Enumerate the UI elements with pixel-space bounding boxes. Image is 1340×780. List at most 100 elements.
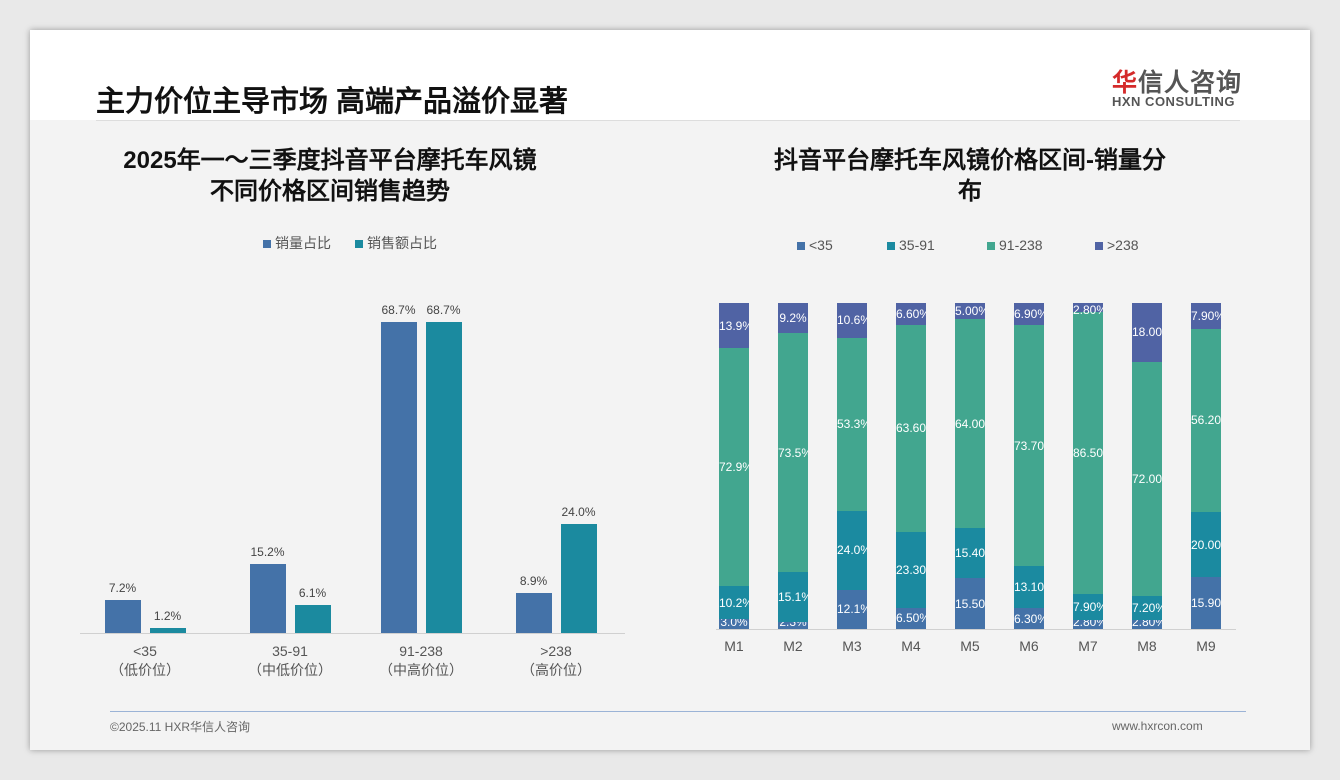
x-tick-label: M3 — [842, 638, 862, 654]
legend-label: 销量占比 — [275, 235, 331, 251]
header-divider — [96, 120, 1240, 121]
segment-M2-<35 — [778, 621, 808, 629]
page-title: 主力价位主导市场 高端产品溢价显著 — [96, 86, 569, 118]
data-label: 15.2% — [250, 545, 285, 560]
segment-M4-<35 — [896, 607, 926, 629]
segment-M6-35-91 — [1014, 565, 1044, 609]
slide: 主力价位主导市场 高端产品溢价显著 华信人咨询 HXN CONSULTING 2… — [30, 30, 1310, 750]
segment-M7->238 — [1073, 303, 1103, 313]
legend-label: <35 — [809, 237, 833, 253]
segment-label: 73.5% — [778, 445, 808, 460]
segment-M5-35-91 — [955, 528, 985, 579]
legend-item: 销售额占比 — [355, 233, 437, 253]
logo-text: 信人咨询 — [1138, 69, 1243, 97]
legend-swatch — [887, 242, 895, 251]
segment-label: 9.2% — [779, 310, 807, 325]
x-tick-label: 91-238 （中高价位） — [361, 642, 481, 680]
segment-label: 13.10% — [1014, 580, 1044, 595]
segment-label: 6.60% — [896, 306, 926, 321]
legend-swatch — [1095, 242, 1103, 251]
right-chart-title-line2: 布 — [958, 178, 982, 205]
segment-M4->238 — [896, 303, 926, 325]
logo-subtitle: HXN CONSULTING — [1112, 94, 1236, 109]
footer-divider — [110, 711, 1246, 712]
segment-M7-35-91 — [1073, 594, 1103, 620]
x-tick-label: <35 （低价位） — [85, 642, 205, 680]
legend-item: 35-91 — [887, 237, 935, 253]
category-name: 35-91 — [272, 643, 308, 659]
segment-M6->238 — [1014, 303, 1044, 326]
data-label: 1.2% — [153, 608, 182, 623]
bar-sales-<35 — [149, 627, 186, 633]
x-tick-label: M6 — [1019, 638, 1039, 654]
legend-swatch — [797, 242, 805, 251]
right-chart-title-line1: 抖音平台摩托车风镜价格区间-销量分 — [774, 147, 1166, 174]
segment-M8-<35 — [1132, 619, 1162, 629]
segment-label: 15.40% — [955, 546, 985, 561]
segment-label: 72.9% — [719, 460, 749, 475]
segment-label: 15.90% — [1191, 596, 1221, 611]
legend-label: >238 — [1107, 237, 1139, 253]
segment-M5->238 — [955, 303, 985, 320]
category-sub: （高价位） — [521, 662, 591, 678]
segment-M8-35-91 — [1132, 596, 1162, 620]
legend-swatch — [355, 240, 363, 249]
segment-label: 64.00% — [955, 416, 985, 431]
segment-M9->238 — [1191, 303, 1221, 329]
left-chart-title: 2025年一～三季度抖音平台摩托车风镜 不同价格区间销售趋势 — [90, 145, 570, 207]
x-tick-label: M9 — [1196, 638, 1216, 654]
bar-sales-91-238 — [425, 322, 462, 633]
legend-label: 销售额占比 — [367, 235, 437, 251]
segment-label: 15.50% — [955, 596, 985, 611]
category-name: >238 — [540, 643, 572, 659]
segment-M3->238 — [837, 303, 867, 338]
legend-item: <35 — [797, 237, 833, 253]
logo: 华信人咨询 — [1112, 63, 1242, 99]
segment-M2-91-238 — [778, 332, 808, 573]
segment-label: 10.2% — [719, 595, 749, 610]
left-chart-title-line1: 2025年一～三季度抖音平台摩托车风镜 — [123, 147, 537, 174]
segment-label: 72.00% — [1132, 472, 1162, 487]
segment-M5-91-238 — [955, 319, 985, 529]
legend-item: 91-238 — [987, 237, 1043, 253]
header-band — [30, 30, 1310, 120]
x-tick-label: M8 — [1137, 638, 1157, 654]
data-label: 8.9% — [519, 573, 548, 588]
segment-label: 6.90% — [1014, 307, 1044, 322]
data-label: 24.0% — [561, 505, 596, 520]
legend-label: 35-91 — [899, 237, 935, 253]
segment-M1->238 — [719, 303, 749, 349]
segment-M3-<35 — [837, 589, 867, 629]
x-axis-line — [80, 633, 625, 634]
segment-M7-91-238 — [1073, 312, 1103, 595]
segment-M2->238 — [778, 303, 808, 333]
segment-M2-35-91 — [778, 572, 808, 622]
segment-label: 53.3% — [837, 417, 867, 432]
category-sub: （中低价位） — [248, 662, 332, 678]
segment-label: 7.90% — [1191, 308, 1221, 323]
bar-sales-35-91 — [294, 605, 331, 633]
category-name: 91-238 — [399, 643, 443, 659]
segment-label: 6.50% — [896, 611, 926, 626]
segment-M4-91-238 — [896, 324, 926, 532]
website: www.hxrcon.com — [1112, 719, 1203, 733]
x-tick-label: M1 — [724, 638, 744, 654]
x-axis-line — [716, 629, 1236, 630]
segment-M9-35-91 — [1191, 511, 1221, 578]
x-tick-label: M4 — [901, 638, 921, 654]
category-name: <35 — [133, 643, 157, 659]
segment-M3-35-91 — [837, 511, 867, 590]
data-label: 6.1% — [298, 586, 327, 601]
segment-label: 6.30% — [1014, 611, 1044, 626]
segment-label: 18.00% — [1132, 325, 1162, 340]
segment-label: 7.20% — [1132, 601, 1162, 616]
segment-label: 10.6% — [837, 313, 867, 328]
bar-volume->238 — [515, 592, 552, 633]
segment-M9-91-238 — [1191, 328, 1221, 512]
left-chart-title-line2: 不同价格区间销售趋势 — [210, 178, 450, 205]
bar-volume-35-91 — [249, 564, 286, 633]
segment-M1-91-238 — [719, 348, 749, 586]
bar-volume-91-238 — [380, 322, 417, 633]
segment-M1-<35 — [719, 619, 749, 629]
bar-sales->238 — [560, 524, 597, 633]
